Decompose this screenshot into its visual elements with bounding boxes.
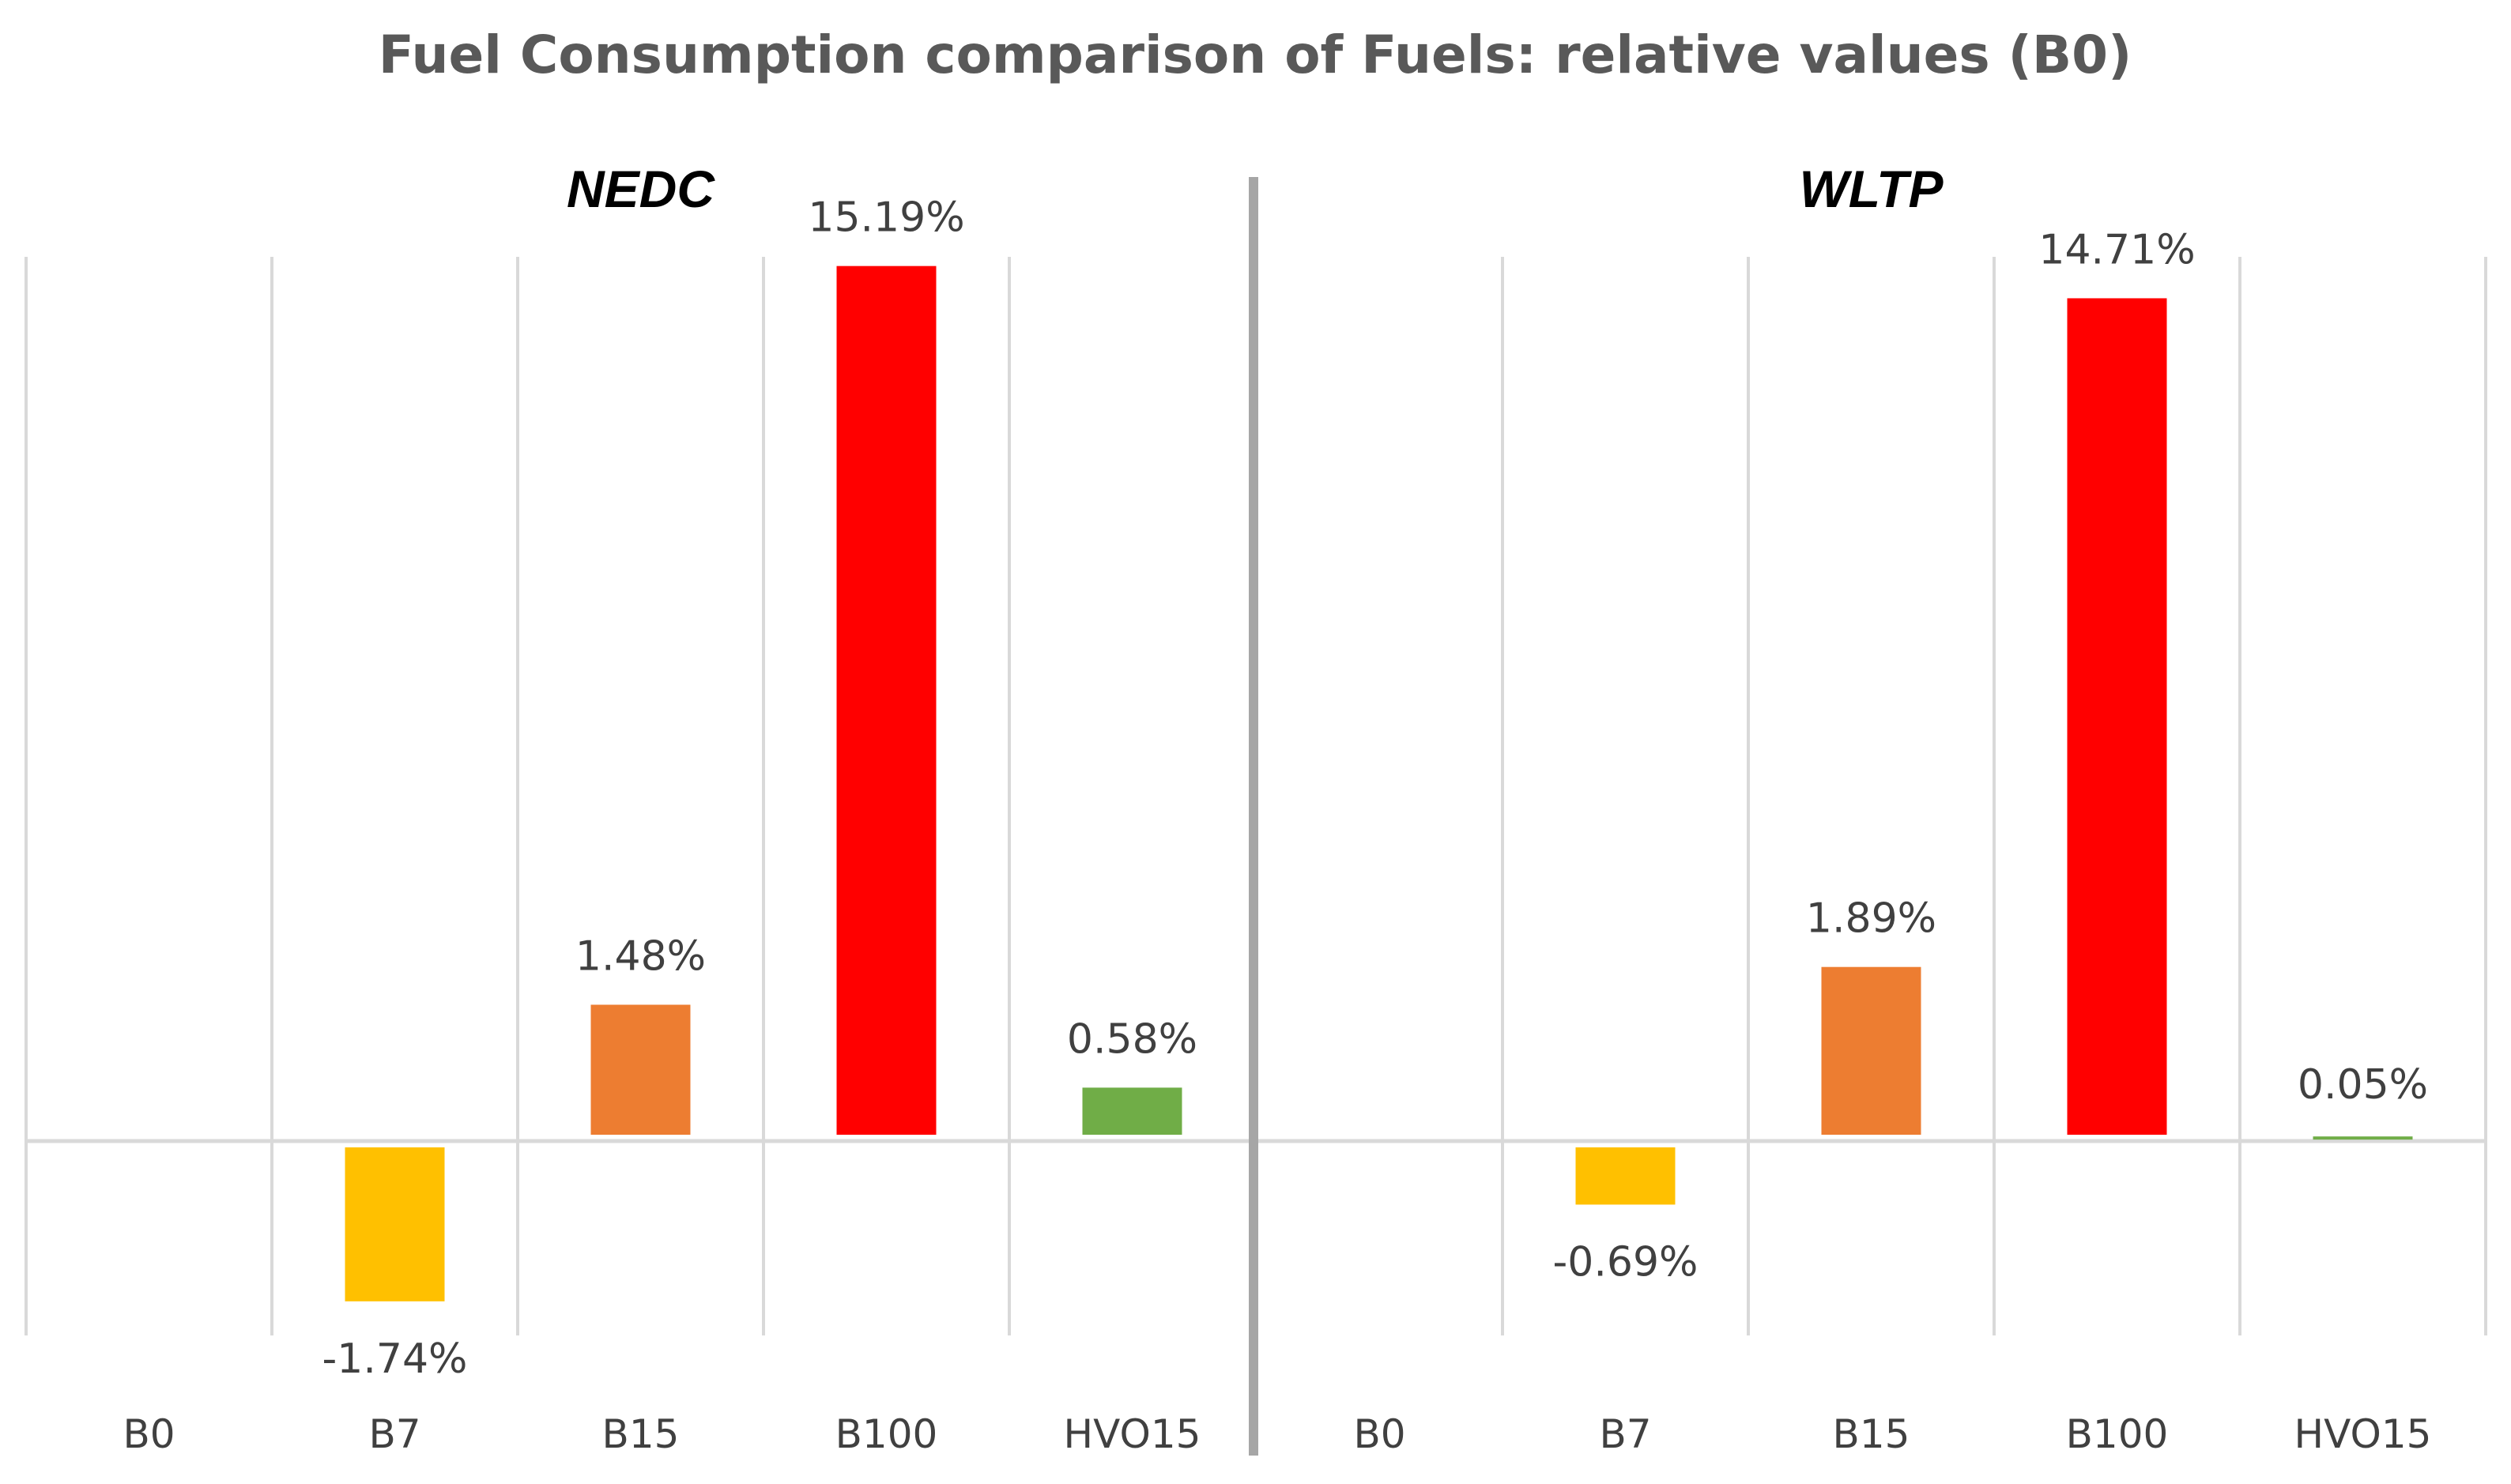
bar-nedc-b15 — [590, 1004, 691, 1135]
data-label-wltp-hvo15: 0.05% — [2298, 1061, 2428, 1109]
data-label-wltp-b15: 1.89% — [1806, 895, 1936, 943]
chart-title: Fuel Consumption comparison of Fuels: re… — [379, 24, 2132, 85]
data-label-nedc-b15: 1.48% — [575, 932, 706, 980]
data-label-nedc-hvo15: 0.58% — [1067, 1015, 1197, 1063]
bar-wltp-b100 — [2067, 298, 2167, 1135]
data-label-wltp-b7: -0.69% — [1553, 1238, 1699, 1286]
data-label-nedc-b7: -1.74% — [322, 1335, 468, 1383]
category-label-hvo15: HVO15 — [1064, 1411, 1201, 1457]
category-label-b100: B100 — [2066, 1411, 2169, 1457]
bar-wltp-b7 — [1575, 1147, 1676, 1205]
panel-title-wltp: WLTP — [1799, 160, 1944, 218]
category-label-b15: B15 — [1833, 1411, 1910, 1457]
bar-wltp-b15 — [1821, 966, 1921, 1135]
bars — [345, 266, 2413, 1301]
grid — [25, 177, 2487, 1456]
data-label-wltp-b100: 14.71% — [2038, 226, 2195, 273]
category-label-b7: B7 — [368, 1411, 420, 1457]
bar-wltp-hvo15 — [2313, 1136, 2413, 1140]
labels: NEDC B0 -1.74% B7 1.48% B15 15.19% B100 0.58% HVO… — [123, 160, 2431, 1457]
panel-title-nedc: NEDC — [567, 160, 715, 218]
category-label-hvo15: HVO15 — [2294, 1411, 2432, 1457]
bar-nedc-b100 — [836, 266, 937, 1135]
category-label-b100: B100 — [835, 1411, 938, 1457]
bar-nedc-hvo15 — [1082, 1087, 1182, 1135]
category-label-b7: B7 — [1599, 1411, 1651, 1457]
bar-nedc-b7 — [345, 1147, 445, 1301]
category-label-b15: B15 — [602, 1411, 680, 1457]
category-label-b0: B0 — [1353, 1411, 1405, 1457]
category-label-b0: B0 — [123, 1411, 175, 1457]
data-label-nedc-b100: 15.19% — [808, 194, 964, 242]
